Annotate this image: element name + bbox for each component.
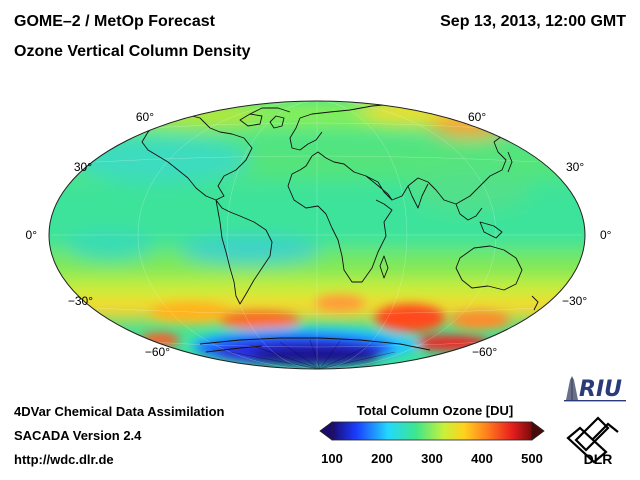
lat-label-right-minus30: −30° [562, 294, 587, 308]
lat-label-right-30: 30° [566, 160, 584, 174]
map-subtitle: Ozone Vertical Column Density [14, 43, 251, 60]
lat-label-left-minus30: −30° [68, 294, 93, 308]
footer-version: SACADA Version 2.4 [14, 428, 142, 443]
colorbar-min-arrow [319, 421, 333, 441]
map-title: GOME–2 / MetOp Forecast [14, 13, 215, 30]
dlr-logo-text: DLR [584, 451, 613, 467]
lat-label-left-30: 30° [74, 160, 92, 174]
map-border [48, 100, 586, 370]
colorbar-tick-400: 400 [471, 451, 493, 466]
dlr-logo: DLR [566, 416, 619, 467]
lat-label-right-minus60: −60° [472, 345, 497, 359]
riu-logo: RIU [564, 376, 626, 402]
colorbar-tick-300: 300 [421, 451, 443, 466]
lat-label-right-60: 60° [468, 110, 486, 124]
colorbar [319, 421, 545, 441]
lat-label-right-0: 0° [600, 228, 612, 242]
colorbar-tick-200: 200 [371, 451, 393, 466]
footer-method: 4DVar Chemical Data Assimilation [14, 404, 225, 419]
lat-label-left-60: 60° [136, 110, 154, 124]
lat-label-left-0: 0° [26, 228, 38, 242]
colorbar-title: Total Column Ozone [DU] [356, 403, 514, 418]
colorbar-tick-500: 500 [521, 451, 543, 466]
ozone-map: 60° 30° 0° −30° −60° 60° 30° 0° −30° −60… [26, 100, 612, 370]
footer-url[interactable]: http://wdc.dlr.de [14, 452, 114, 467]
colorbar-max-arrow [531, 421, 545, 441]
colorbar-gradient [331, 421, 533, 441]
colorbar-tick-100: 100 [321, 451, 343, 466]
forecast-date: Sep 13, 2013, 12:00 GMT [440, 13, 626, 30]
ozone-field [49, 101, 585, 369]
lat-label-left-minus60: −60° [145, 345, 170, 359]
riu-logo-text: RIU [579, 377, 622, 402]
